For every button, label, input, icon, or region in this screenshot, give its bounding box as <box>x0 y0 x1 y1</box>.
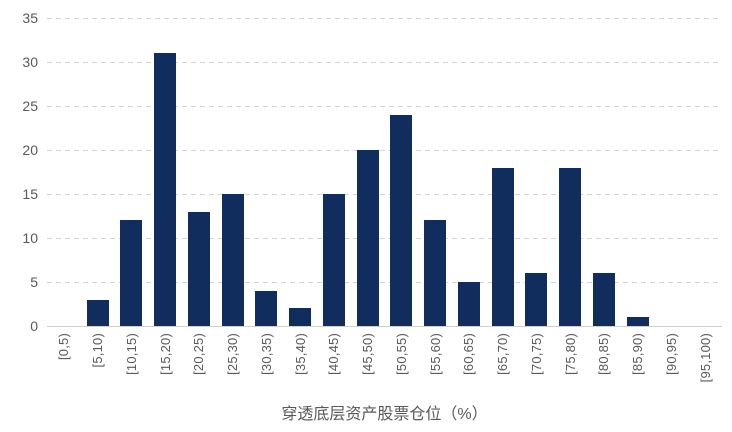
gridline <box>47 150 722 151</box>
x-tick-label-text: [80,85) <box>596 333 612 375</box>
y-tick-label: 35 <box>22 10 38 26</box>
x-tick-label: [15,20) <box>148 333 182 399</box>
x-tick-label: [60,65) <box>452 333 486 399</box>
x-tick-label-text: [10,15) <box>123 333 139 375</box>
x-tick-label: [70,75) <box>520 333 554 399</box>
gridline <box>47 106 722 107</box>
x-tick-label-text: [60,65) <box>461 333 477 375</box>
x-tick-label: [20,25) <box>182 333 216 399</box>
x-tick-label-text: [45,50) <box>360 333 376 375</box>
x-tick-label-text: [15,20) <box>157 333 173 375</box>
bar-[70,75) <box>525 273 548 326</box>
bar-[15,20) <box>154 53 177 326</box>
x-tick-label-text: [75,80) <box>562 333 578 375</box>
x-tick-label-text: [40,45) <box>326 333 342 375</box>
x-tick-label-text: [0,5) <box>56 333 72 361</box>
x-tick-label-text: [30,35) <box>258 333 274 375</box>
gridline <box>47 238 722 239</box>
x-tick-label: [85,90) <box>621 333 655 399</box>
x-tick-label-text: [5,10) <box>90 333 106 368</box>
bar-[55,60) <box>424 220 447 326</box>
x-tick-label-text: [90,95) <box>663 333 679 375</box>
y-tick-label: 10 <box>22 230 38 246</box>
x-tick-label: [30,35) <box>250 333 284 399</box>
bar-[20,25) <box>187 211 210 326</box>
y-tick-label: 15 <box>22 186 38 202</box>
x-tick-label: [95,100) <box>688 333 722 399</box>
bar-[25,30) <box>221 194 244 326</box>
gridline <box>47 18 722 19</box>
x-tick-label-text: [20,25) <box>191 333 207 375</box>
bar-[40,45) <box>322 194 345 326</box>
gridline <box>47 194 722 195</box>
x-tick-label-text: [95,100) <box>697 333 713 383</box>
x-tick-label-text: [50,55) <box>393 333 409 375</box>
bar-[30,35) <box>255 290 278 326</box>
x-tick-label-text: [65,70) <box>495 333 511 375</box>
bar-[85,90) <box>626 317 649 326</box>
y-tick-label: 0 <box>30 318 38 334</box>
x-tick-label: [25,30) <box>216 333 250 399</box>
gridline <box>47 282 722 283</box>
x-tick-label-text: [85,90) <box>630 333 646 375</box>
x-tick-label-text: [55,60) <box>427 333 443 375</box>
x-tick-label: [75,80) <box>553 333 587 399</box>
y-tick-label: 5 <box>30 274 38 290</box>
x-tick-label: [65,70) <box>486 333 520 399</box>
x-tick-label-text: [70,75) <box>528 333 544 375</box>
x-tick-label-text: [25,30) <box>225 333 241 375</box>
bar-[35,40) <box>289 308 312 326</box>
bar-[60,65) <box>457 282 480 326</box>
y-tick-label: 30 <box>22 54 38 70</box>
y-tick-label: 25 <box>22 98 38 114</box>
x-axis-line <box>47 326 722 327</box>
x-tick-label: [90,95) <box>655 333 689 399</box>
bar-[75,80) <box>559 167 582 326</box>
bar-[45,50) <box>356 150 379 326</box>
x-tick-label-text: [35,40) <box>292 333 308 375</box>
x-tick-label: [45,50) <box>351 333 385 399</box>
x-tick-label: [50,55) <box>385 333 419 399</box>
x-tick-label: [80,85) <box>587 333 621 399</box>
x-axis-title: 穿透底层资产股票仓位（%） <box>281 406 488 423</box>
bar-[65,70) <box>491 167 514 326</box>
x-tick-label: [0,5) <box>47 333 81 399</box>
y-tick-label: 20 <box>22 142 38 158</box>
x-tick-label: [10,15) <box>115 333 149 399</box>
bar-[80,85) <box>592 273 615 326</box>
bar-[5,10) <box>86 299 109 326</box>
x-tick-label: [40,45) <box>317 333 351 399</box>
x-tick-label: [55,60) <box>418 333 452 399</box>
gridline <box>47 62 722 63</box>
bar-[10,15) <box>120 220 143 326</box>
x-tick-label: [5,10) <box>81 333 115 399</box>
bar-[50,55) <box>390 114 413 326</box>
x-tick-label: [35,40) <box>283 333 317 399</box>
